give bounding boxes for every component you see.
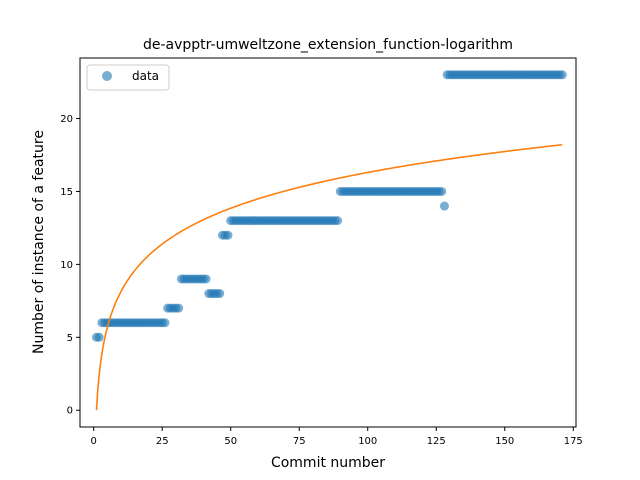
x-axis-label: Commit number: [271, 455, 385, 471]
data-point: [437, 186, 447, 196]
axes-background: [80, 58, 576, 427]
plot-area: 0 25 50 75 100 125 150 175 0 5 10 15 20: [60, 57, 583, 447]
data-point: [160, 318, 170, 328]
x-tick-label: 100: [358, 436, 377, 447]
legend-marker-data: [102, 71, 112, 81]
y-tick-label: 20: [60, 114, 73, 125]
legend-label-data: data: [132, 69, 159, 83]
chart-title: de-avpptr-umweltzone_extension_function-…: [143, 37, 513, 53]
y-axis-ticks: 0 5 10 15 20: [60, 114, 80, 417]
x-tick-label: 0: [91, 436, 97, 447]
y-tick-label: 5: [67, 333, 73, 344]
x-tick-label: 75: [293, 436, 306, 447]
x-tick-label: 25: [156, 436, 169, 447]
y-axis-label: Number of instance of a feature: [31, 130, 47, 354]
fit-line: [95, 143, 563, 411]
data-point: [174, 303, 184, 313]
legend: data: [86, 64, 170, 91]
y-tick-label: 10: [60, 260, 73, 271]
data-point: [557, 70, 567, 80]
x-tick-label: 125: [427, 436, 446, 447]
x-tick-label: 50: [224, 436, 237, 447]
x-tick-label: 150: [495, 436, 514, 447]
data-point: [215, 289, 225, 299]
x-tick-label: 175: [564, 436, 583, 447]
y-tick-label: 0: [67, 406, 73, 417]
data-point: [333, 216, 343, 226]
data-layer: [91, 70, 567, 411]
data-point: [201, 274, 211, 284]
data-point: [94, 332, 104, 342]
y-tick-label: 15: [60, 187, 73, 198]
axes-frame: [79, 57, 577, 428]
x-axis-ticks: 0 25 50 75 100 125 150 175: [91, 427, 583, 447]
data-point: [439, 201, 449, 211]
data-point: [223, 230, 233, 240]
